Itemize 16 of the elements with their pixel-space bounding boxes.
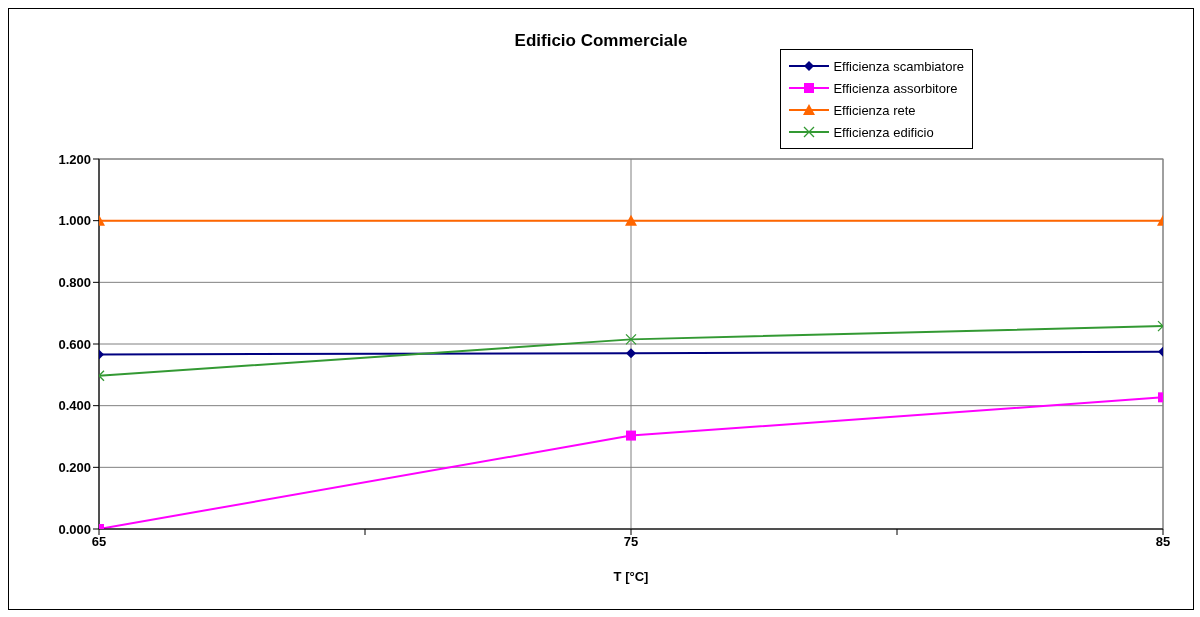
x-tick-label: 65 [91,534,107,550]
legend-label: Efficienza scambiatore [833,58,964,74]
y-tick-label: 1.200 [58,151,91,167]
y-tick-label: 0.200 [58,459,91,475]
legend-label: Efficienza rete [833,102,916,118]
x-tick-label: 75 [623,534,639,550]
y-tick-label: 1.000 [58,213,91,229]
chart-title: Edificio Commerciale [513,31,689,51]
x-tick-label: 85 [1155,534,1171,550]
y-tick-label: 0.600 [58,336,91,352]
y-tick-label: 0.400 [58,398,91,414]
y-tick-label: 0.800 [58,274,91,290]
legend-label: Efficienza edificio [833,124,934,140]
y-tick-label: 0.000 [58,521,91,537]
legend-label: Efficienza assorbitore [833,80,958,96]
x-axis-title: T [°C] [613,569,649,584]
